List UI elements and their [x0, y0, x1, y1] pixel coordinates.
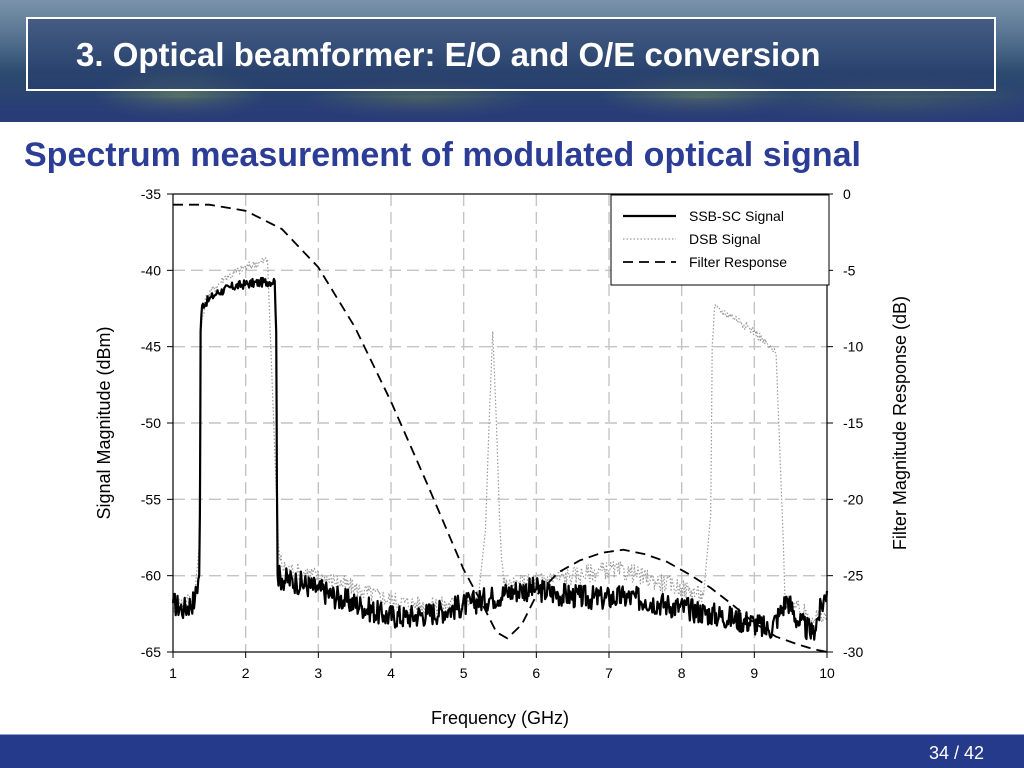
chart-ticks: 1 2 3 4 5 6 7 8 9 10 -35 -40 -45 -50 -55 -60 -65 0 -5 -10 -1… [141, 186, 864, 681]
x-tick-label: 9 [750, 665, 758, 681]
y-tick-label: -35 [141, 186, 161, 202]
y-tick-label: -65 [141, 644, 161, 660]
footer-bar [0, 734, 1024, 768]
series-line-ssb-sc-signal [171, 276, 829, 641]
y2-tick-label: 0 [843, 186, 851, 202]
header-blue-band [0, 98, 1024, 122]
slide-title: 3. Optical beamformer: E/O and O/E conve… [76, 36, 821, 73]
legend-label: Filter Response [689, 254, 787, 270]
y2-axis-label: Filter Magnitude Response (dB) [890, 296, 910, 550]
y2-tick-label: -25 [843, 568, 863, 584]
x-tick-label: 4 [387, 665, 395, 681]
y-tick-label: -40 [141, 262, 161, 278]
y2-tick-label: -15 [843, 415, 863, 431]
y-tick-label: -45 [141, 339, 161, 355]
y2-tick-label: -20 [843, 491, 863, 507]
page-number: 34 / 42 [928, 743, 984, 763]
legend-label: DSB Signal [689, 231, 761, 247]
x-axis-label: Frequency (GHz) [431, 708, 569, 728]
y-tick-label: -50 [141, 415, 161, 431]
series-line-dsb-signal [172, 257, 828, 624]
x-tick-label: 2 [242, 665, 250, 681]
title-frame [26, 17, 996, 91]
y2-tick-label: -5 [843, 262, 856, 278]
chart-series-group [171, 203, 829, 653]
x-tick-label: 7 [605, 665, 613, 681]
y2-tick-label: -30 [843, 644, 863, 660]
x-tick-label: 3 [314, 665, 322, 681]
y-tick-label: -60 [141, 568, 161, 584]
header-banner: 3. Optical beamformer: E/O and O/E conve… [0, 0, 1024, 122]
x-tick-label: 5 [460, 665, 468, 681]
x-tick-label: 6 [532, 665, 540, 681]
series-line-filter-response [173, 203, 828, 653]
legend-box [610, 194, 830, 286]
chart-grid [173, 194, 827, 652]
y-tick-label: -55 [141, 491, 161, 507]
legend-label: SSB-SC Signal [689, 208, 784, 224]
x-tick-label: 10 [819, 665, 835, 681]
x-tick-label: 8 [678, 665, 686, 681]
y2-tick-label: -10 [843, 339, 863, 355]
x-tick-label: 1 [169, 665, 177, 681]
y-axis-label: Signal Magnitude (dBm) [94, 326, 114, 519]
slide-subtitle: Spectrum measurement of modulated optica… [24, 136, 861, 174]
chart-legend: SSB-SC Signal DSB Signal Filter Response [610, 194, 830, 286]
